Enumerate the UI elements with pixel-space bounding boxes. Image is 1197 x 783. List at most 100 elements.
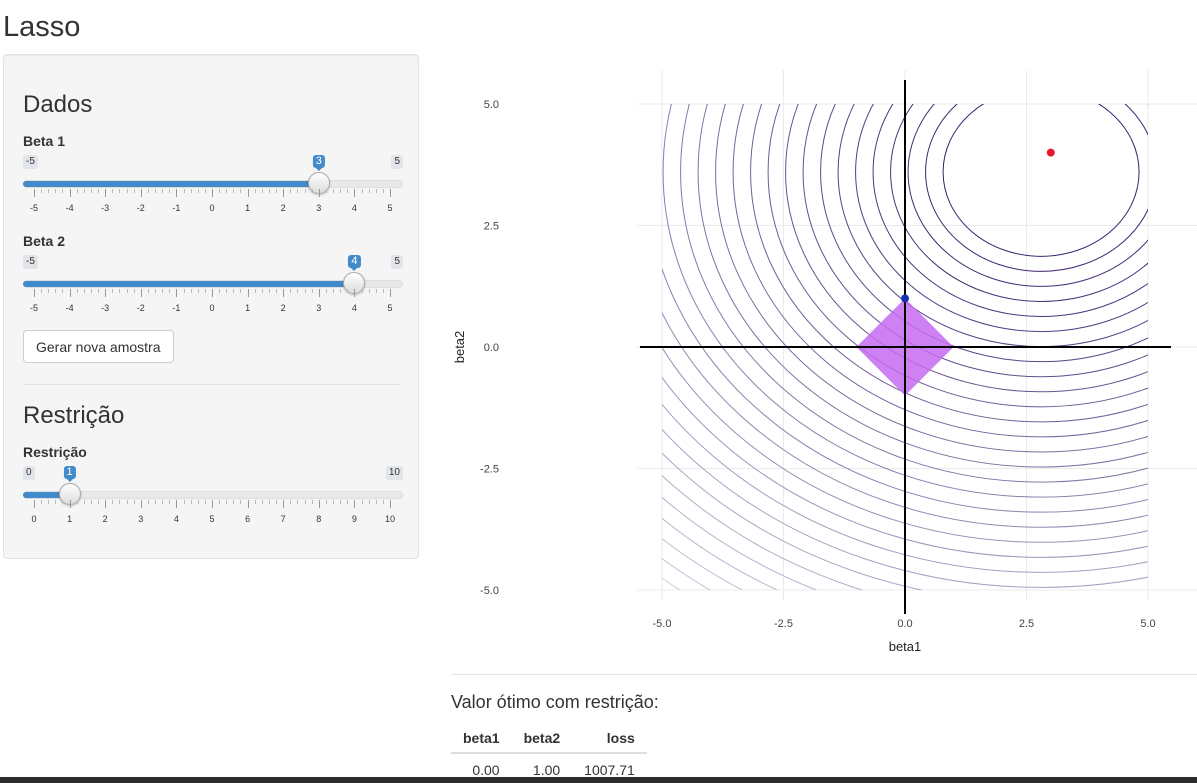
restricao-slider[interactable]: 0 10 1 0 1 2 3 4 5 6 7 8 9 10 (23, 466, 403, 526)
slider-min-label: 0 (23, 466, 35, 480)
tick-minor (268, 189, 270, 193)
tick-minor (268, 500, 270, 504)
tick-label: 8 (316, 514, 322, 524)
tick-major (212, 189, 213, 197)
tick-minor (375, 289, 377, 293)
tick-minor (155, 500, 157, 504)
contour-line (890, 104, 1148, 302)
tick-minor (147, 189, 149, 193)
tick-minor (361, 289, 363, 293)
tick-minor (233, 189, 235, 193)
tick-major (105, 289, 107, 297)
tick-major (140, 189, 142, 197)
tick-minor (90, 289, 92, 293)
contour-line (662, 537, 744, 590)
tick-minor (304, 500, 306, 504)
tick-minor (62, 289, 64, 293)
x-tick-label: -5.0 (653, 618, 672, 630)
table-cell: 1007.71 (584, 762, 635, 778)
contour-line (662, 376, 1148, 558)
beta1-slider[interactable]: -5 5 3 -5 -4 -3 -2 -1 0 1 2 3 4 5 (23, 155, 403, 215)
tick-minor (311, 289, 313, 293)
tick-label: -2 (136, 303, 145, 313)
tick-minor (297, 189, 299, 193)
slider-value-label: 3 (312, 155, 325, 171)
tick-minor (325, 289, 327, 293)
tick-major (212, 500, 213, 508)
slider-ticks: 0 1 2 3 4 5 6 7 8 9 10 (23, 500, 403, 526)
contour-line (732, 104, 1148, 438)
dados-heading: Dados (23, 91, 93, 118)
tick-major (354, 500, 356, 508)
point-constrained (901, 294, 909, 303)
tick-label: 5 (387, 203, 393, 213)
tick-minor (233, 289, 235, 293)
slider-max-label: 5 (391, 255, 403, 269)
tick-label: 5 (209, 514, 215, 524)
contour-line (872, 104, 1148, 317)
contour-line (715, 104, 1148, 453)
contour-line (942, 104, 1140, 257)
tick-label: 0 (209, 203, 215, 213)
tick-minor (347, 189, 349, 193)
tick-minor (290, 289, 292, 293)
tick-minor (325, 189, 327, 193)
tick-major (105, 189, 107, 197)
contour-line (450, 70, 1197, 660)
results-table: beta1 beta2 loss 0.00 1.00 1007.71 (451, 726, 647, 782)
x-tick-label: 5.0 (1140, 618, 1155, 630)
tick-minor (41, 500, 43, 504)
tick-minor (382, 500, 384, 504)
tick-minor (62, 189, 64, 193)
tick-minor (333, 500, 335, 504)
tick-minor (98, 500, 100, 504)
tick-label: -2 (136, 203, 145, 213)
beta2-label: Beta 2 (23, 233, 66, 249)
tick-minor (126, 289, 128, 293)
tick-major (318, 189, 320, 197)
tick-label: 6 (245, 514, 251, 524)
tick-major (69, 289, 71, 297)
tick-minor (126, 189, 128, 193)
contour-line (662, 104, 1148, 498)
contour-line (697, 104, 1148, 468)
tick-minor (261, 289, 263, 293)
tick-minor (276, 189, 278, 193)
restricao-heading: Restrição (23, 402, 125, 429)
beta2-slider[interactable]: -5 5 4 -5 -4 -3 -2 -1 0 1 2 3 4 5 (23, 255, 403, 315)
tick-major (69, 500, 71, 508)
tick-label: 4 (351, 203, 357, 213)
results-divider (451, 674, 1197, 675)
tick-minor (361, 189, 363, 193)
contour-line (662, 311, 1148, 528)
tick-minor (261, 500, 263, 504)
tick-major (283, 189, 285, 197)
tick-label: 1 (245, 203, 251, 213)
contour-line (907, 104, 1148, 287)
slider-ticks: -5 -4 -3 -2 -1 0 1 2 3 4 5 (23, 289, 403, 315)
point-unconstrained (1046, 148, 1055, 157)
tick-minor (55, 289, 57, 293)
tick-minor (162, 289, 164, 293)
tick-major (354, 289, 356, 297)
tick-minor (333, 289, 335, 293)
contour-line (662, 428, 1148, 588)
tick-label: 1 (245, 303, 251, 313)
tick-minor (325, 500, 327, 504)
tick-label: 0 (31, 514, 37, 524)
tick-minor (204, 189, 206, 193)
tick-minor (226, 289, 228, 293)
tick-minor (98, 289, 100, 293)
tick-minor (290, 189, 292, 193)
tick-minor (219, 189, 221, 193)
tick-minor (226, 189, 228, 193)
tick-minor (290, 500, 292, 504)
contour-line (925, 104, 1148, 272)
tick-major (176, 500, 178, 508)
contour-line (662, 403, 1148, 573)
tick-minor (197, 289, 199, 293)
tick-major (247, 189, 249, 197)
tick-minor (240, 189, 242, 193)
generate-sample-button[interactable]: Gerar nova amostra (23, 330, 174, 363)
tick-minor (90, 500, 92, 504)
